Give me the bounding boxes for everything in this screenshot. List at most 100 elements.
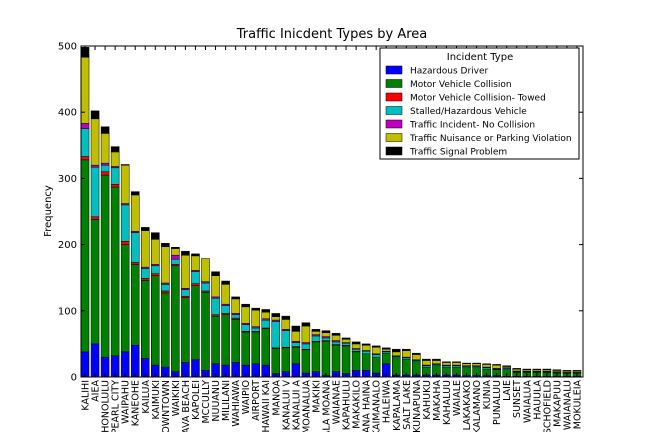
y-tick-label: 0 <box>71 373 77 384</box>
legend-label: Traffic Signal Problem <box>409 148 507 158</box>
bar-segment <box>381 352 391 365</box>
x-tick-label: HANA HAINA <box>362 380 373 432</box>
bar-segment <box>412 354 421 361</box>
bar-segment <box>120 241 130 245</box>
bar-segment <box>261 328 271 366</box>
x-tick-label: MAKAPUU <box>552 380 563 427</box>
legend-swatch <box>385 133 403 142</box>
bar-segment <box>341 339 351 343</box>
bar-segment <box>351 348 361 352</box>
bar-segment <box>201 258 210 282</box>
x-tick-label: WAIPAHU <box>121 380 132 424</box>
bar-segment <box>80 159 90 353</box>
bar-segment <box>110 151 120 167</box>
bar-segment <box>251 331 260 365</box>
bar-segment <box>231 298 240 314</box>
x-tick-label: AIEA <box>91 380 102 402</box>
bar-segment <box>381 348 391 352</box>
bar-segment <box>562 370 572 372</box>
bar-segment <box>341 337 351 340</box>
x-tick-label: KANALUI A <box>291 380 302 431</box>
x-tick-label: KALIHI <box>81 380 92 411</box>
bar-segment <box>291 342 301 347</box>
bar-segment <box>151 265 160 274</box>
bar-segment <box>90 118 100 166</box>
bar-segment <box>151 232 160 240</box>
y-tick-label: 500 <box>58 42 77 53</box>
x-tick-label: KAILUA <box>141 380 152 414</box>
bar-segment <box>100 164 110 173</box>
x-tick-label: KAPALAMA <box>392 380 403 431</box>
bar-segment <box>281 315 291 320</box>
bar-segment <box>472 362 481 365</box>
bar-segment <box>211 315 220 365</box>
x-tick-label: MOANALUA <box>301 380 312 432</box>
bar-segment <box>181 289 190 297</box>
x-tick-label: KAPOLEI <box>191 380 202 420</box>
bar-segment <box>80 128 90 157</box>
bar-segment <box>191 271 200 284</box>
bar-segment <box>100 126 110 134</box>
bar-segment <box>241 306 250 324</box>
x-tick-label: SCHOFIELD <box>542 380 553 432</box>
x-tick-label: LAKAKAKO <box>462 380 473 430</box>
bar-segment <box>331 341 341 345</box>
bar-segment <box>432 360 441 365</box>
bar-segment <box>482 364 491 368</box>
bar-segment <box>452 362 461 366</box>
bar-segment <box>161 290 170 294</box>
plot-frame <box>80 45 584 378</box>
bar-segment <box>512 368 521 370</box>
legend-label: Traffic Nuisance or Parking Violation <box>409 134 572 144</box>
x-tick-label: AIRPORT <box>251 380 262 421</box>
bar-segment <box>482 363 491 365</box>
legend-box <box>379 47 580 160</box>
bar-segment <box>90 219 100 345</box>
bar-segment <box>211 275 220 298</box>
bar-segment <box>171 265 180 372</box>
bar-segment <box>321 341 331 376</box>
x-tick-label: WAIALE <box>452 380 463 416</box>
bar-segment <box>151 239 160 265</box>
bar-segment <box>151 273 160 276</box>
bar-segment <box>130 262 140 265</box>
bar-segment <box>542 368 552 370</box>
x-tick-label: WAHIAWA <box>231 380 242 427</box>
bar-segment <box>221 314 230 366</box>
bar-segment <box>231 296 240 300</box>
legend-label: Hazardous Driver <box>410 67 489 77</box>
bar-segment <box>351 351 361 371</box>
x-tick-label: WAIANAE <box>332 380 343 424</box>
bar-segment <box>432 358 441 361</box>
x-tick-label: KAIMUKI <box>151 380 162 420</box>
bar-segment <box>251 307 260 311</box>
bar-segment <box>201 292 210 371</box>
bar-segment <box>361 343 371 346</box>
x-tick-label: MAKAKILO <box>352 380 363 429</box>
bar-segment <box>191 253 200 257</box>
legend-swatch <box>385 146 403 156</box>
bar-segment <box>371 345 381 348</box>
bar-segment <box>502 365 511 367</box>
x-tick-label: MILILANI <box>221 380 232 421</box>
x-tick-label: KAHALUU <box>442 380 453 425</box>
x-tick-label: LAIE <box>502 380 513 401</box>
bar-segment <box>291 346 301 365</box>
bar-segment <box>462 363 471 367</box>
bar-segment <box>492 364 501 369</box>
x-tick-label: HONOLULU <box>101 380 112 432</box>
x-tick-label: KUNIA <box>482 380 493 410</box>
x-tick-label: MANOA <box>271 380 282 416</box>
bar-segment <box>161 246 170 284</box>
legend-swatch <box>385 106 403 115</box>
bar-segment <box>351 341 361 345</box>
bar-segment <box>120 164 130 204</box>
bar-segment <box>291 325 301 332</box>
bar-segment <box>171 247 180 249</box>
bar-segment <box>281 347 291 372</box>
x-tick-label: KAPAHULU <box>342 380 353 430</box>
bar-segment <box>90 164 100 168</box>
y-tick-label: 400 <box>58 108 77 119</box>
bar-segment <box>301 322 311 327</box>
